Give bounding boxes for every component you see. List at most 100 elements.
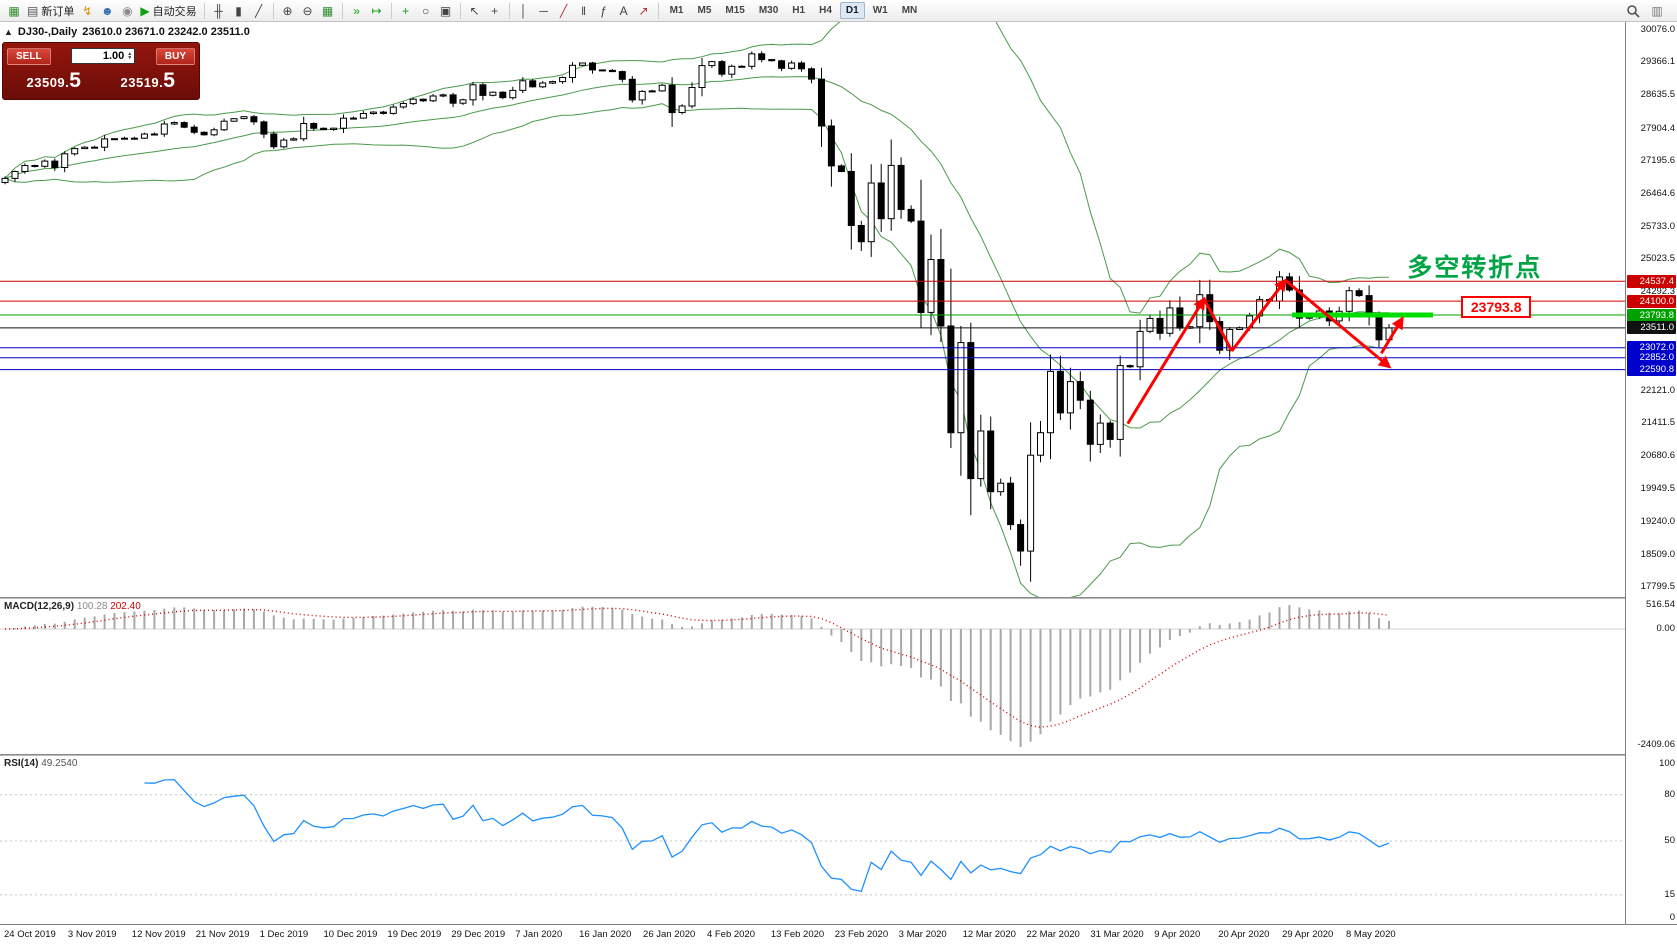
fibonacci-icon: ƒ [600, 3, 607, 18]
line-chart-button[interactable]: ╱ [249, 2, 269, 20]
candlestick-chart-canvas[interactable] [0, 22, 1625, 597]
timeframe-mn-button[interactable]: MN [901, 5, 918, 16]
timeframe-d1-button[interactable]: D1 [839, 2, 865, 19]
turning-point-annotation[interactable]: 多空转折点 [1407, 253, 1543, 282]
price-line-tag: 23511.0 [1627, 321, 1676, 335]
arrows-tool-button[interactable]: ↗ [634, 2, 654, 20]
timeframe-m30-button[interactable]: M30 [758, 5, 779, 16]
timeframe-w1-button[interactable]: W1 [872, 5, 888, 16]
sell-price[interactable]: 23509.5 [7, 69, 101, 93]
price-axis-label: 21411.5 [1641, 417, 1675, 429]
toolbar-separator [390, 2, 392, 19]
templates-button[interactable]: ▣ [436, 2, 456, 20]
auto-scroll-button[interactable]: » [347, 2, 367, 20]
price-axis-label: 28635.5 [1640, 89, 1675, 101]
chart-ohlc-values: 23610.0 23671.0 23242.0 23511.0 [82, 26, 250, 38]
new-chart-button[interactable]: ▦ [4, 2, 24, 20]
volume-input[interactable]: 1.00 ▲ ▼ [71, 48, 136, 64]
macd-name: MACD(12,26,9) [4, 601, 75, 612]
toolbar-options-button[interactable]: ▥ [1647, 2, 1667, 20]
price-axis-label: 22121.0 [1640, 384, 1675, 396]
toolbar-options-icon: ▥ [1651, 3, 1663, 18]
time-axis-label: 20 Apr 2020 [1218, 929, 1270, 940]
periods-button[interactable]: ○ [416, 2, 436, 20]
time-axis-label: 31 Mar 2020 [1090, 929, 1144, 940]
time-axis-label: 26 Jan 2020 [643, 929, 696, 940]
price-axis-label: 27195.6 [1640, 154, 1675, 166]
community-button[interactable]: ☻ [97, 2, 117, 20]
toolbar-separator [459, 2, 461, 19]
price-line-tag: 22590.8 [1627, 363, 1676, 377]
community-icon: ☻ [101, 3, 114, 18]
price-line-tag: 23793.8 [1627, 308, 1676, 322]
chart-shift-icon: ↦ [371, 3, 382, 18]
tile-windows-button[interactable]: ▦ [318, 2, 338, 20]
timeframe-h1-button[interactable]: H1 [792, 5, 806, 16]
buy-price-main: 23519. [120, 75, 164, 90]
time-axis-label: 12 Nov 2019 [131, 929, 186, 940]
time-axis-label: 3 Mar 2020 [898, 929, 947, 940]
text-tool-icon: A [619, 3, 628, 18]
signals-button[interactable]: ◉ [117, 2, 137, 20]
trendline-button[interactable]: ╱ [554, 2, 574, 20]
timeframe-h4-button[interactable]: H4 [819, 5, 832, 16]
timeframe-m15-button[interactable]: M15 [725, 5, 745, 16]
zoom-in-button[interactable]: ⊕ [278, 2, 298, 20]
timeframe-m1-button[interactable]: M1 [669, 5, 684, 16]
rsi-chart-canvas[interactable] [0, 756, 1625, 924]
fibonacci-button[interactable]: ƒ [594, 2, 614, 20]
horizontal-line-button[interactable]: ─ [534, 2, 554, 20]
price-axis-label: 15 [1664, 888, 1675, 900]
cursor-button[interactable]: ↖ [465, 2, 485, 20]
main-toolbar: ▦ ▤ 新订单 ↯ ☻ ◉ ▶ 自动交易 ╫ ▮ ╱ ⊕ ⊖ ▦ » ↦ + ○ ▣ ↖ + │ ─ ╱ ‖ ƒ A ↗ M1 M5 M15… [0, 0, 1677, 22]
auto-trading-button[interactable]: ▶ 自动交易 [137, 2, 199, 20]
indicators-button[interactable]: + [396, 2, 416, 20]
pane-splitter[interactable] [0, 754, 1677, 756]
price-line-tag: 24537.4 [1627, 274, 1676, 288]
auto-scroll-icon: » [353, 3, 360, 18]
channel-button[interactable]: ‖ [574, 2, 594, 20]
candlestick-chart-button[interactable]: ▮ [229, 2, 249, 20]
new-order-label: 新订单 [41, 5, 75, 18]
main-chart-pane[interactable]: ▲ DJ30-,Daily 23610.0 23671.0 23242.0 23… [0, 22, 1625, 597]
volume-up-icon[interactable]: ▲ [127, 51, 133, 57]
zoom-out-icon: ⊖ [302, 3, 313, 18]
cursor-icon: ↖ [469, 3, 480, 18]
macd-pane[interactable]: MACD(12,26,9) 100.28 202.40 [0, 599, 1625, 754]
text-tool-button[interactable]: A [614, 2, 634, 20]
price-axis-label: 18509.0 [1640, 548, 1675, 560]
templates-icon: ▣ [439, 3, 452, 18]
tile-windows-icon: ▦ [321, 3, 334, 18]
macd-chart-canvas[interactable] [0, 599, 1625, 754]
price-axis-label: 80 [1664, 788, 1675, 800]
chart-shift-button[interactable]: ↦ [367, 2, 387, 20]
buy-price[interactable]: 23519.5 [101, 69, 195, 93]
price-axis[interactable]: 30076.0 29366.1 28635.5 27904.4 27195.6 26464… [1625, 22, 1677, 924]
time-axis-label: 22 Mar 2020 [1026, 929, 1080, 940]
support-price-label[interactable]: 23793.8 [1460, 296, 1532, 319]
time-axis-label: 21 Nov 2019 [195, 929, 250, 940]
auto-trading-label: 自动交易 [152, 5, 197, 18]
timeframe-m5-button[interactable]: M5 [697, 5, 712, 16]
bar-chart-button[interactable]: ╫ [209, 2, 229, 20]
toolbar-separator [341, 2, 343, 19]
vertical-line-button[interactable]: │ [514, 2, 534, 20]
buy-button[interactable]: BUY [155, 47, 195, 65]
pane-splitter[interactable] [0, 597, 1677, 599]
rsi-pane[interactable]: RSI(14) 49.2540 [0, 756, 1625, 924]
volume-spinner[interactable]: ▲ ▼ [127, 51, 133, 61]
new-order-button[interactable]: ▤ 新订单 [24, 2, 77, 20]
price-line-tag: 22852.0 [1627, 351, 1676, 365]
crosshair-button[interactable]: + [485, 2, 505, 20]
volume-down-icon[interactable]: ▼ [127, 55, 133, 61]
search-button[interactable] [1623, 2, 1643, 20]
alert-button[interactable]: ↯ [77, 2, 97, 20]
zoom-out-button[interactable]: ⊖ [298, 2, 318, 20]
chart-title-bar: ▲ DJ30-,Daily 23610.0 23671.0 23242.0 23… [4, 26, 250, 38]
new-chart-icon: ▦ [8, 3, 20, 18]
time-axis[interactable]: 24 Oct 2019 3 Nov 2019 12 Nov 2019 21 Nov 2… [0, 924, 1677, 945]
sell-button[interactable]: SELL [7, 47, 51, 65]
horizontal-line-icon: ─ [539, 3, 548, 18]
candlestick-chart-icon: ▮ [235, 3, 242, 18]
one-click-collapse-icon[interactable]: ▲ [4, 27, 13, 37]
